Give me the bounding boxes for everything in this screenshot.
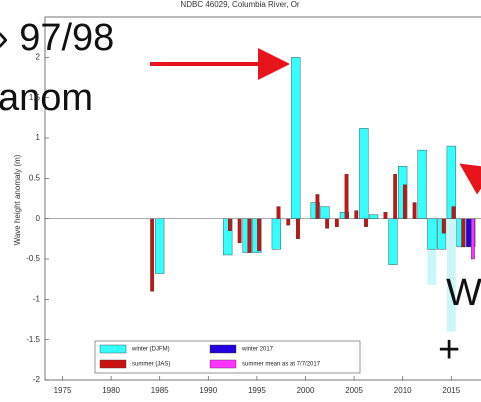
x-tick-label: 1980 <box>102 386 120 395</box>
bar <box>427 218 437 250</box>
arrow <box>459 163 481 195</box>
bar <box>155 218 165 274</box>
bar <box>412 202 417 219</box>
y-tick-label: -2 <box>33 375 41 384</box>
bar <box>383 212 388 219</box>
legend-label: winter (DJFM) <box>131 347 170 353</box>
bar <box>150 218 155 292</box>
bar <box>320 206 330 219</box>
bar <box>276 206 281 219</box>
bar <box>451 206 456 219</box>
bar <box>228 218 232 231</box>
bar <box>393 174 398 219</box>
bar <box>441 218 446 234</box>
y-tick-label: -1 <box>33 294 41 303</box>
y-tick-label: 1 <box>36 133 41 142</box>
x-tick-label: 2000 <box>297 386 315 395</box>
x-tick-label: 1985 <box>151 386 169 395</box>
bar <box>344 174 349 219</box>
legend-label: winter 2017 <box>241 347 274 353</box>
y-tick-label: 0.5 <box>29 173 41 182</box>
bar <box>388 218 398 265</box>
legend-label: summer (JAS) <box>132 362 170 368</box>
legend-swatch <box>209 359 237 369</box>
annotation: + <box>438 329 460 371</box>
bar <box>359 128 369 219</box>
bar <box>286 218 291 226</box>
bar <box>315 194 320 219</box>
y-tick-label: 1.5 <box>29 93 41 102</box>
bar <box>402 184 407 219</box>
x-tick-label: 1975 <box>54 386 72 395</box>
x-tick-label: 1990 <box>199 386 217 395</box>
plot-frame <box>44 16 481 381</box>
bar <box>368 214 379 219</box>
annotation: W <box>446 272 481 314</box>
bar <box>417 149 427 219</box>
annotation: anom <box>0 77 93 119</box>
x-tick-label: 2010 <box>394 386 412 395</box>
bar <box>446 218 456 332</box>
bar <box>257 218 261 252</box>
legend-swatch <box>209 344 237 354</box>
bar <box>334 218 339 227</box>
y-tick-label: -0.5 <box>26 254 40 263</box>
bar <box>471 218 475 260</box>
bar <box>325 218 330 229</box>
bar <box>291 57 301 219</box>
x-tick-label: 2015 <box>442 386 460 395</box>
x-tick-label: 1995 <box>248 386 266 395</box>
bar <box>247 218 252 253</box>
bar <box>427 218 437 285</box>
y-tick-label: 2 <box>36 52 41 61</box>
bar <box>354 210 359 219</box>
annotation: › 97/98 <box>0 17 114 59</box>
bar <box>296 218 300 240</box>
y-tick-label: -1.5 <box>26 335 40 344</box>
bar <box>271 218 281 250</box>
bar <box>461 218 466 248</box>
bar <box>364 218 368 227</box>
x-tick-label: 2005 <box>345 386 363 395</box>
y-tick-label: 0 <box>36 214 41 223</box>
legend-swatch <box>99 359 127 369</box>
legend-label: summer mean as at 7/7/2017 <box>242 362 321 368</box>
bar <box>237 218 242 244</box>
y-axis-label: Wave height anomaly (m) <box>13 154 22 245</box>
legend-swatch <box>99 344 127 354</box>
chart-title: NDBC 46029, Columbia River, Or <box>180 0 299 9</box>
